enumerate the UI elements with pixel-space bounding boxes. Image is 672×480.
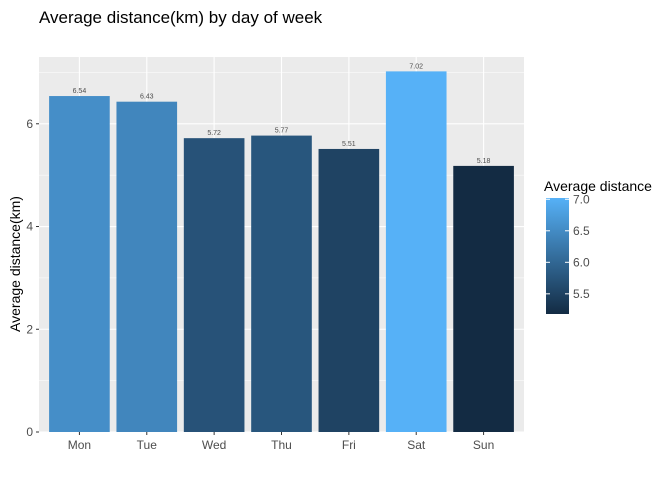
x-tick-label: Mon — [68, 438, 91, 452]
bar-value-label: 5.18 — [477, 158, 491, 165]
y-tick-label: 4 — [26, 220, 33, 234]
x-tick-label: Tue — [137, 438, 158, 452]
y-tick-label: 0 — [26, 425, 33, 439]
bar-thu — [251, 135, 312, 432]
bar-sun — [453, 165, 514, 432]
chart-title: Average distance(km) by day of week — [39, 8, 323, 27]
bar-mon — [49, 96, 110, 432]
legend-tick-label: 6.5 — [573, 224, 590, 238]
x-tick-label: Sat — [407, 438, 426, 452]
x-tick-label: Fri — [342, 438, 356, 452]
legend-tick-label: 5.5 — [573, 287, 590, 301]
bars — [49, 71, 514, 433]
bar-value-label: 6.54 — [73, 88, 87, 95]
legend-tick-label: 7.0 — [573, 192, 590, 206]
y-tick-label: 2 — [26, 322, 33, 336]
legend: Average distance 7.0 6.5 6.0 5.5 — [544, 178, 652, 314]
bar-value-labels: 6.54 6.43 5.72 5.77 5.51 7.02 5.18 — [73, 63, 491, 165]
x-tick-label: Wed — [202, 438, 226, 452]
bar-value-label: 5.51 — [342, 141, 356, 148]
y-axis: 0 2 4 6 — [26, 117, 39, 439]
bar-value-label: 5.72 — [207, 130, 221, 137]
legend-colorbar — [546, 198, 569, 314]
x-axis: Mon Tue Wed Thu Fri Sat Sun — [68, 432, 494, 452]
x-tick-label: Thu — [271, 438, 292, 452]
bar-wed — [183, 138, 245, 433]
y-axis-title: Average distance(km) — [7, 196, 23, 332]
x-tick-label: Sun — [473, 438, 494, 452]
bar-sat — [385, 71, 447, 433]
bar-value-label: 7.02 — [409, 63, 423, 70]
legend-title: Average distance — [544, 178, 652, 194]
bar-fri — [318, 148, 380, 432]
legend-ticks: 7.0 6.5 6.0 5.5 — [546, 192, 590, 301]
y-tick-label: 6 — [26, 117, 33, 131]
bar-value-label: 5.77 — [275, 128, 289, 135]
bar-value-label: 6.43 — [140, 94, 154, 101]
bar-tue — [116, 101, 178, 433]
legend-tick-label: 6.0 — [573, 255, 590, 269]
